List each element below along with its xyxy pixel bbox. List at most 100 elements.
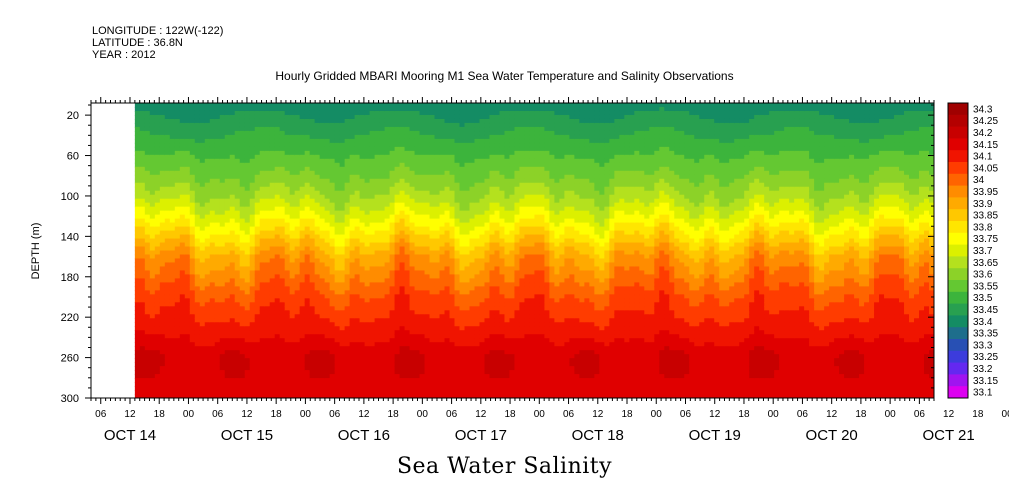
- field-cell: [284, 354, 291, 359]
- field-cell: [269, 202, 276, 208]
- field-cell: [234, 262, 241, 268]
- field-cell: [414, 118, 421, 124]
- field-cell: [204, 246, 211, 252]
- field-cell: [184, 310, 191, 315]
- field-cell: [264, 390, 271, 395]
- field-cell: [329, 370, 336, 375]
- field-cell: [164, 342, 171, 347]
- field-cell: [174, 246, 181, 252]
- field-cell: [139, 354, 146, 359]
- field-cell: [374, 130, 381, 136]
- field-cell: [204, 146, 211, 152]
- field-cell: [384, 178, 391, 184]
- field-cell: [419, 166, 426, 172]
- field-cell: [294, 254, 301, 260]
- field-cell: [384, 122, 391, 128]
- field-cell: [414, 146, 421, 152]
- field-cell: [229, 370, 236, 375]
- field-cell: [284, 374, 291, 379]
- field-cell: [394, 350, 401, 355]
- field-cell: [359, 294, 366, 300]
- field-cell: [304, 118, 311, 124]
- field-cell: [319, 222, 326, 228]
- field-cell: [264, 290, 271, 296]
- field-cell: [359, 278, 366, 284]
- field-cell: [279, 122, 286, 128]
- field-cell: [144, 114, 151, 120]
- field-cell: [194, 330, 201, 335]
- field-cell: [334, 122, 341, 128]
- field-cell: [314, 170, 321, 176]
- field-cell: [304, 122, 311, 128]
- field-cell: [159, 374, 166, 379]
- field-cell: [149, 174, 156, 180]
- field-cell: [134, 290, 141, 296]
- field-cell: [359, 250, 366, 256]
- field-cell: [314, 354, 321, 359]
- field-cell: [424, 103, 431, 108]
- field-cell: [409, 370, 416, 375]
- field-cell: [259, 306, 266, 311]
- field-cell: [264, 118, 271, 124]
- field-cell: [164, 310, 171, 315]
- field-cell: [354, 310, 361, 315]
- field-cell: [214, 382, 221, 387]
- field-cell: [159, 154, 166, 160]
- field-cell: [459, 154, 466, 160]
- field-cell: [249, 210, 256, 216]
- field-cell: [244, 234, 251, 240]
- field-cell: [199, 158, 206, 164]
- field-cell: [174, 366, 181, 371]
- field-cell: [324, 318, 331, 323]
- field-cell: [154, 274, 161, 280]
- field-cell: [359, 338, 366, 343]
- field-cell: [314, 103, 321, 108]
- field-cell: [389, 234, 396, 240]
- field-cell: [419, 174, 426, 180]
- field-cell: [359, 178, 366, 184]
- field-cell: [389, 174, 396, 180]
- field-cell: [139, 278, 146, 284]
- field-cell: [289, 134, 296, 140]
- field-cell: [224, 290, 231, 296]
- field-cell: [344, 386, 351, 391]
- field-cell: [169, 114, 176, 120]
- field-cell: [439, 334, 446, 339]
- field-cell: [269, 222, 276, 228]
- field-cell: [344, 290, 351, 296]
- field-cell: [344, 106, 351, 112]
- field-cell: [404, 126, 411, 132]
- field-cell: [379, 174, 386, 180]
- field-cell: [169, 258, 176, 264]
- field-cell: [384, 114, 391, 120]
- field-cell: [164, 258, 171, 264]
- field-cell: [159, 294, 166, 300]
- field-cell: [324, 146, 331, 152]
- field-cell: [459, 366, 466, 371]
- field-cell: [159, 378, 166, 383]
- field-cell: [424, 218, 431, 224]
- field-cell: [464, 322, 471, 327]
- field-cell: [414, 158, 421, 164]
- field-cell: [224, 258, 231, 264]
- field-cell: [454, 242, 461, 248]
- field-cell: [224, 350, 231, 355]
- field-cell: [219, 294, 226, 300]
- field-cell: [414, 154, 421, 160]
- field-cell: [204, 350, 211, 355]
- field-cell: [314, 246, 321, 252]
- field-cell: [254, 222, 261, 228]
- field-cell: [239, 350, 246, 355]
- field-cell: [434, 186, 441, 192]
- field-cell: [419, 306, 426, 311]
- field-cell: [379, 290, 386, 296]
- field-cell: [319, 302, 326, 308]
- field-cell: [399, 146, 406, 152]
- field-cell: [429, 170, 436, 176]
- field-cell: [384, 354, 391, 359]
- field-cell: [369, 234, 376, 240]
- field-cell: [284, 234, 291, 240]
- field-cell: [384, 202, 391, 208]
- field-cell: [324, 370, 331, 375]
- field-cell: [314, 242, 321, 248]
